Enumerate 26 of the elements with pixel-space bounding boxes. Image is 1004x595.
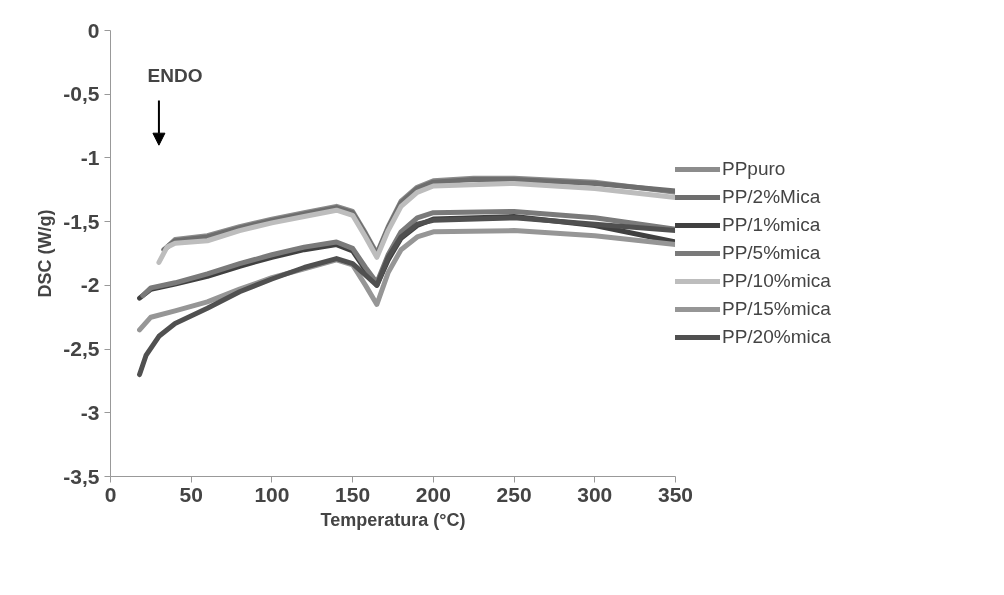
x-tick-label: 100 bbox=[254, 482, 290, 506]
y-tick-label: -2,5 bbox=[63, 337, 100, 361]
legend-label: PP/2%Mica bbox=[722, 186, 821, 208]
y-tick-label: -3 bbox=[80, 400, 100, 424]
y-tick-label: -3,5 bbox=[63, 464, 100, 488]
x-axis-title: Temperatura (°C) bbox=[320, 509, 466, 530]
legend-label: PP/5%mica bbox=[722, 242, 821, 264]
x-tick-label: 300 bbox=[577, 482, 613, 506]
x-tick-label: 0 bbox=[104, 482, 117, 506]
legend-label: PP/1%mica bbox=[722, 214, 821, 236]
legend-label: PP/20%mica bbox=[722, 326, 831, 348]
x-tick-label: 200 bbox=[415, 482, 451, 506]
y-tick-label: -1 bbox=[80, 145, 100, 169]
y-tick-label: -1,5 bbox=[63, 209, 100, 233]
x-tick-label: 150 bbox=[335, 482, 371, 506]
x-tick-label: 350 bbox=[657, 482, 694, 506]
x-tick-label: 250 bbox=[496, 482, 532, 506]
legend-label: PPpuro bbox=[722, 158, 786, 180]
legend-label: PP/10%mica bbox=[722, 270, 831, 292]
x-tick-label: 50 bbox=[179, 482, 203, 506]
y-axis-title: DSC (W/g) bbox=[35, 209, 56, 298]
legend-label: PP/15%mica bbox=[722, 298, 831, 320]
annotation: ENDO bbox=[147, 64, 203, 86]
y-tick-label: -0,5 bbox=[63, 82, 100, 106]
y-tick-label: 0 bbox=[87, 18, 100, 42]
y-tick-label: -2 bbox=[80, 273, 100, 297]
